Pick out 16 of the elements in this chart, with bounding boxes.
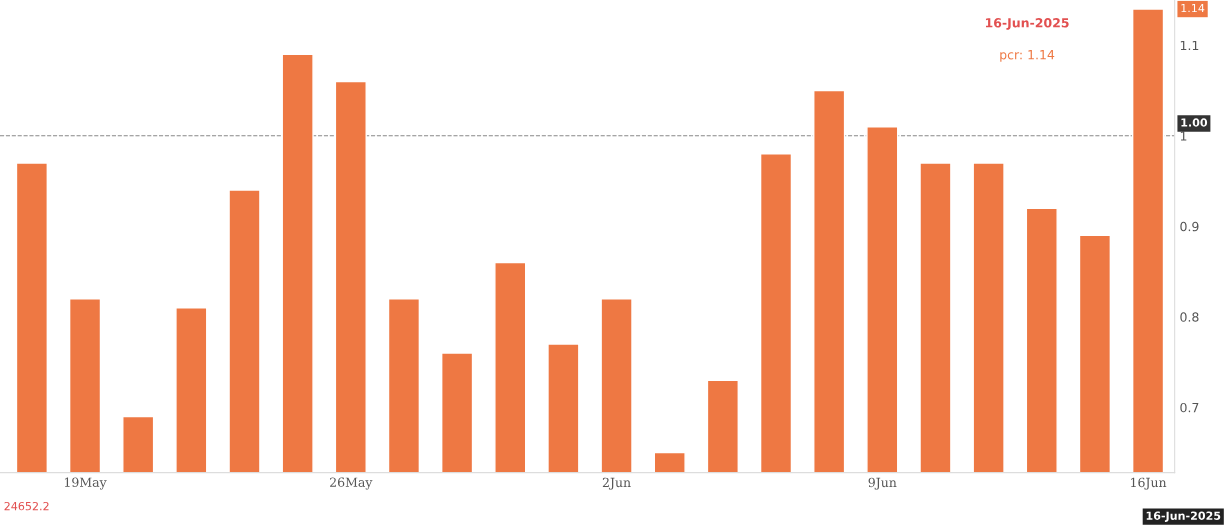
annotation: 16-Jun-2025 xyxy=(985,18,1069,30)
y-tick-label: 0.7 xyxy=(1180,402,1199,413)
y-tick-label: 0.8 xyxy=(1180,312,1199,322)
ref-line-label: 1.00 xyxy=(1181,118,1208,127)
text: 24652.2 xyxy=(4,501,49,511)
text: 16-Jun-2025 xyxy=(1146,511,1221,522)
x-tick-label: 2Jun xyxy=(602,477,631,490)
y-tick-label: 0.9 xyxy=(1180,221,1199,232)
annotation: pcr: 1.14 xyxy=(1000,50,1055,62)
x-tick-label: 9Jun xyxy=(868,477,897,490)
x-tick-label: 26May xyxy=(330,477,373,490)
x-tick-label: 19May xyxy=(64,477,107,490)
y-tick-label: 1.1 xyxy=(1180,40,1199,51)
y-tick-label: 1 xyxy=(1180,131,1187,141)
annotation: 1.14 xyxy=(1181,4,1205,13)
x-tick-label: 16Jun xyxy=(1131,477,1167,490)
